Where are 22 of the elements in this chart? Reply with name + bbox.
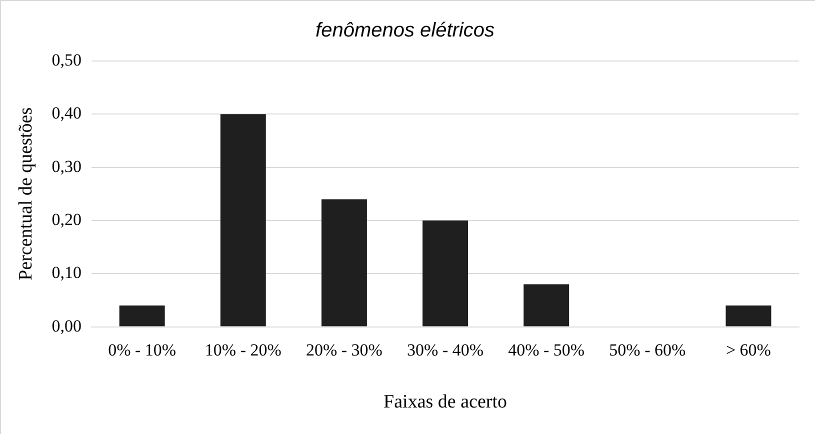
x-tick-label: > 60% xyxy=(726,340,771,360)
x-tick-label: 0% - 10% xyxy=(108,340,176,360)
chart-title: fenômenos elétricos xyxy=(316,20,494,42)
x-tick-label: 30% - 40% xyxy=(407,340,484,360)
y-tick-label: 0,20 xyxy=(52,210,82,229)
y-tick-label: 0,40 xyxy=(52,104,82,123)
x-tick-label: 50% - 60% xyxy=(609,340,686,360)
bar xyxy=(119,306,165,326)
y-tick-label: 0,30 xyxy=(52,156,82,176)
bar xyxy=(524,284,570,326)
y-axis-title: Percentual de questões xyxy=(15,107,36,280)
x-tick-label: 40% - 50% xyxy=(508,340,585,360)
bar xyxy=(422,220,468,326)
bar xyxy=(726,306,772,326)
y-tick-label: 0,10 xyxy=(52,263,82,282)
x-axis-title: Faixas de acerto xyxy=(384,392,507,413)
y-tick-label: 0,50 xyxy=(52,50,82,70)
x-tick-label: 10% - 20% xyxy=(204,340,282,360)
x-tick-label: 20% - 30% xyxy=(306,340,382,360)
y-tick-label: 0,00 xyxy=(52,316,82,336)
bar xyxy=(321,199,367,326)
bar xyxy=(220,114,266,326)
